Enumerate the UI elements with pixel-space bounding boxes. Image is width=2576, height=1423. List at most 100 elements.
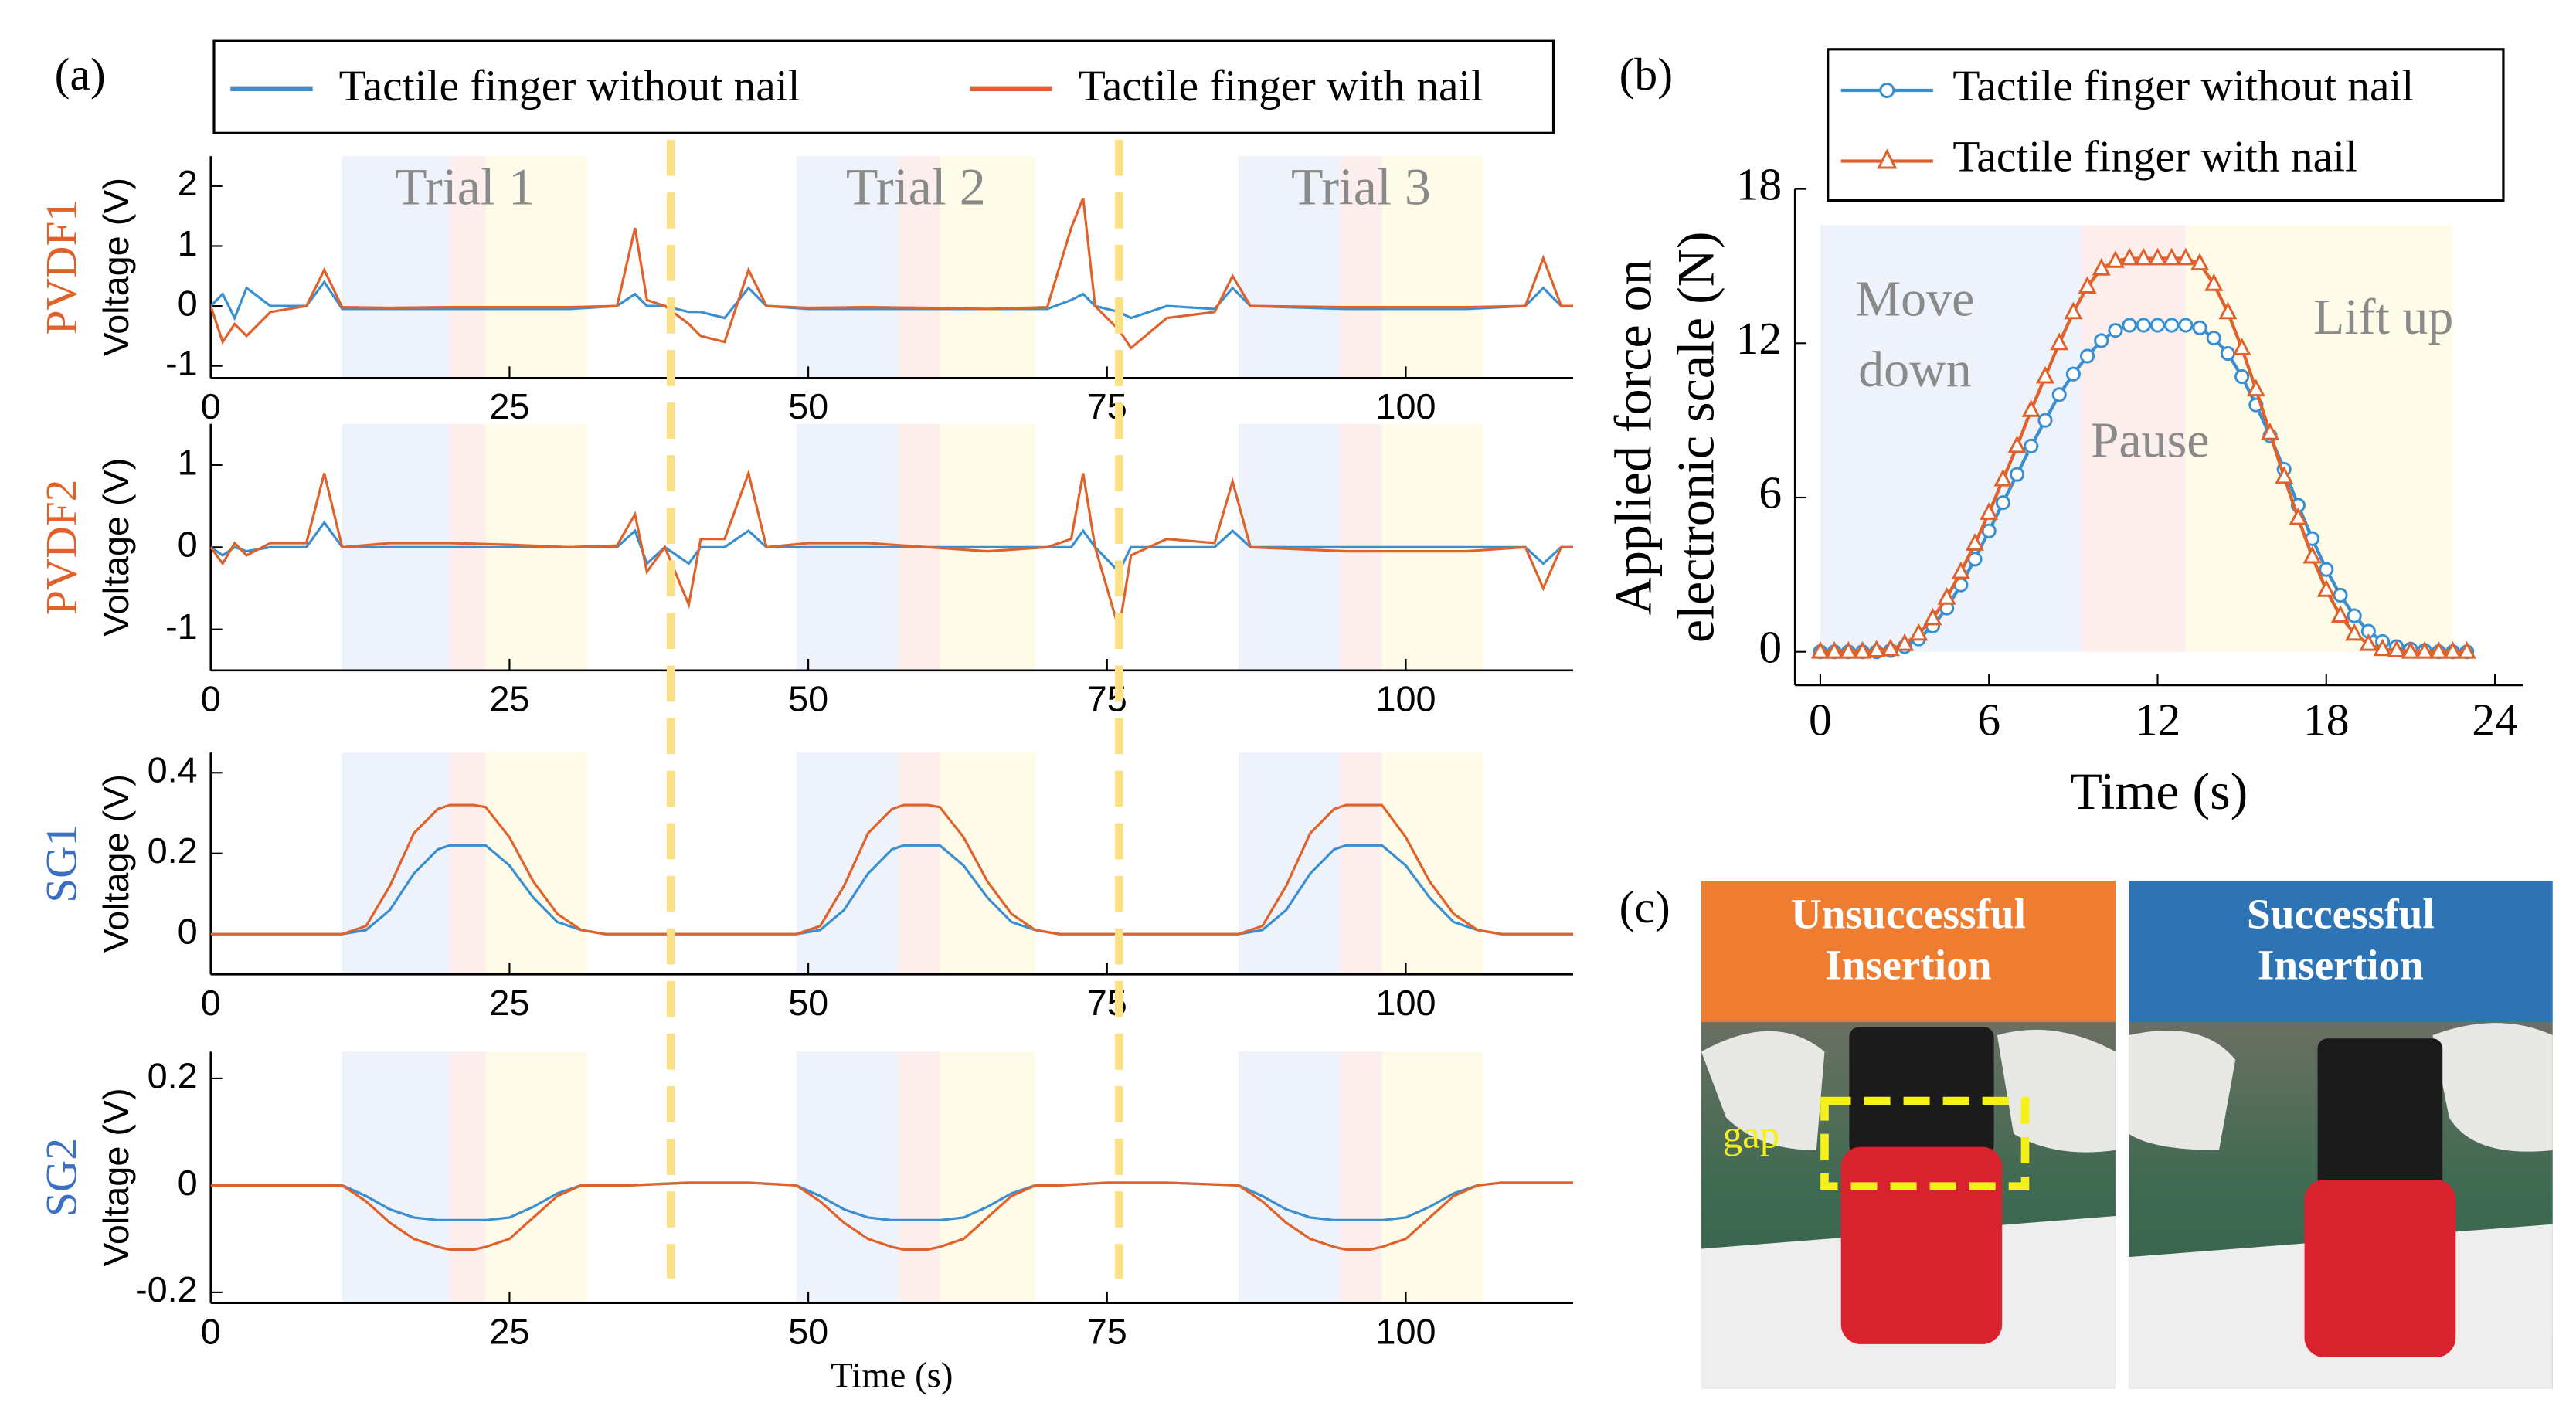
x-tick-label: 12 bbox=[2135, 695, 2181, 745]
marker bbox=[2108, 323, 2123, 338]
phase-band bbox=[940, 1051, 1035, 1303]
row-label: SG2 bbox=[38, 1138, 87, 1217]
marker bbox=[2206, 331, 2221, 346]
marker bbox=[2079, 348, 2095, 364]
marker bbox=[1951, 561, 1970, 579]
phase-band bbox=[342, 156, 450, 379]
marker bbox=[1923, 607, 1942, 626]
phase-band bbox=[485, 156, 587, 379]
legend-label: Tactile finger with nail bbox=[1079, 62, 1483, 110]
marker bbox=[2387, 640, 2406, 657]
y-tick-label: 6 bbox=[1759, 467, 1782, 518]
series-line bbox=[210, 1181, 1574, 1221]
photo-right: Successful Insertion bbox=[2128, 881, 2553, 1389]
photo-title: Unsuccessful bbox=[1791, 891, 2026, 938]
y-tick-label: 18 bbox=[1736, 158, 1782, 209]
marker bbox=[2218, 301, 2238, 320]
phase-band bbox=[1340, 156, 1382, 379]
marker bbox=[2330, 605, 2350, 623]
legend-label: Tactile finger without nail bbox=[339, 62, 800, 110]
phase-band bbox=[1238, 156, 1341, 379]
marker bbox=[2220, 346, 2236, 362]
legend-box bbox=[212, 39, 1555, 134]
glove bbox=[2128, 1030, 2236, 1150]
series-line bbox=[210, 1181, 1574, 1251]
marker bbox=[2415, 640, 2435, 659]
x-tick-label: 50 bbox=[788, 1312, 828, 1352]
y-tick-label: 0.2 bbox=[148, 830, 198, 871]
marker bbox=[2359, 633, 2378, 651]
y-tick-label: 0.2 bbox=[148, 1055, 198, 1095]
panel-label: (c) bbox=[1619, 881, 1670, 932]
glove bbox=[1701, 1031, 1825, 1150]
marker bbox=[2246, 379, 2265, 397]
marker bbox=[2065, 366, 2081, 382]
x-tick-label: 100 bbox=[1375, 983, 1436, 1023]
marker bbox=[1981, 523, 1997, 538]
marker bbox=[2192, 320, 2207, 335]
x-tick-label: 25 bbox=[489, 386, 529, 426]
phase-band bbox=[796, 752, 899, 975]
y-tick-label: -1 bbox=[165, 343, 198, 383]
phase-band bbox=[1238, 1051, 1341, 1303]
phase-band bbox=[2082, 225, 2186, 652]
marker bbox=[2164, 318, 2180, 333]
marker bbox=[1839, 640, 1858, 659]
marker bbox=[2443, 640, 2462, 659]
marker bbox=[2178, 318, 2194, 333]
legend-label: Tactile finger without nail bbox=[1952, 62, 2414, 110]
phase-label: Pause bbox=[2091, 413, 2210, 469]
row-label: SG1 bbox=[38, 824, 87, 903]
phase-band bbox=[450, 752, 486, 975]
phase-label: down bbox=[1858, 341, 1972, 398]
y-axis-label: Voltage (V) bbox=[96, 458, 136, 637]
phase-band bbox=[450, 1051, 486, 1303]
marker bbox=[1993, 468, 2013, 487]
legend-label: Tactile finger with nail bbox=[1952, 133, 2357, 182]
phase-band bbox=[898, 752, 940, 975]
marker bbox=[2302, 545, 2322, 564]
row-label: PVDF2 bbox=[38, 480, 87, 615]
y-axis-label: Voltage (V) bbox=[96, 774, 136, 953]
y-tick-label: 0.4 bbox=[148, 750, 198, 790]
x-tick-label: 50 bbox=[788, 679, 828, 719]
photo-header bbox=[2128, 881, 2553, 1023]
marker bbox=[2345, 623, 2364, 641]
y-tick-label: 0 bbox=[178, 283, 198, 323]
marker bbox=[1853, 640, 1872, 659]
marker bbox=[2050, 332, 2069, 351]
panel-label: (a) bbox=[55, 49, 106, 100]
y-axis-label: Voltage (V) bbox=[96, 178, 136, 356]
y-tick-label: 2 bbox=[178, 163, 198, 203]
x-tick-label: 50 bbox=[788, 983, 828, 1023]
marker bbox=[2429, 640, 2449, 659]
x-axis-label: Time (s) bbox=[831, 1355, 953, 1395]
y-tick-label: 1 bbox=[178, 223, 198, 263]
trial-label: Trial 2 bbox=[846, 157, 986, 216]
gap-box bbox=[1820, 1096, 2030, 1191]
x-tick-label: 0 bbox=[201, 386, 221, 426]
series-line bbox=[210, 469, 1574, 630]
marker bbox=[2051, 387, 2067, 402]
series-line bbox=[210, 197, 1574, 350]
marker bbox=[2457, 640, 2476, 659]
phase-band bbox=[450, 156, 486, 379]
marker bbox=[2289, 507, 2308, 525]
y-tick-label: 12 bbox=[1736, 313, 1782, 364]
phase-band bbox=[1340, 752, 1382, 975]
marker bbox=[2105, 250, 2125, 268]
marker bbox=[2094, 333, 2109, 348]
marker bbox=[1937, 586, 1956, 605]
y-tick-label: 0 bbox=[1759, 621, 1782, 672]
phase-label: Move bbox=[1856, 271, 1975, 328]
x-tick-label: 50 bbox=[788, 386, 828, 426]
phase-band bbox=[342, 752, 450, 975]
phase-band bbox=[2185, 225, 2453, 652]
trial-label: Trial 3 bbox=[1291, 157, 1431, 216]
photo-left: Unsuccessful Insertion gap bbox=[1701, 881, 2116, 1389]
marker bbox=[2021, 399, 2041, 417]
row-label: PVDF1 bbox=[38, 199, 87, 335]
x-tick-label: 24 bbox=[2472, 695, 2518, 745]
x-tick-label: 18 bbox=[2303, 695, 2350, 745]
